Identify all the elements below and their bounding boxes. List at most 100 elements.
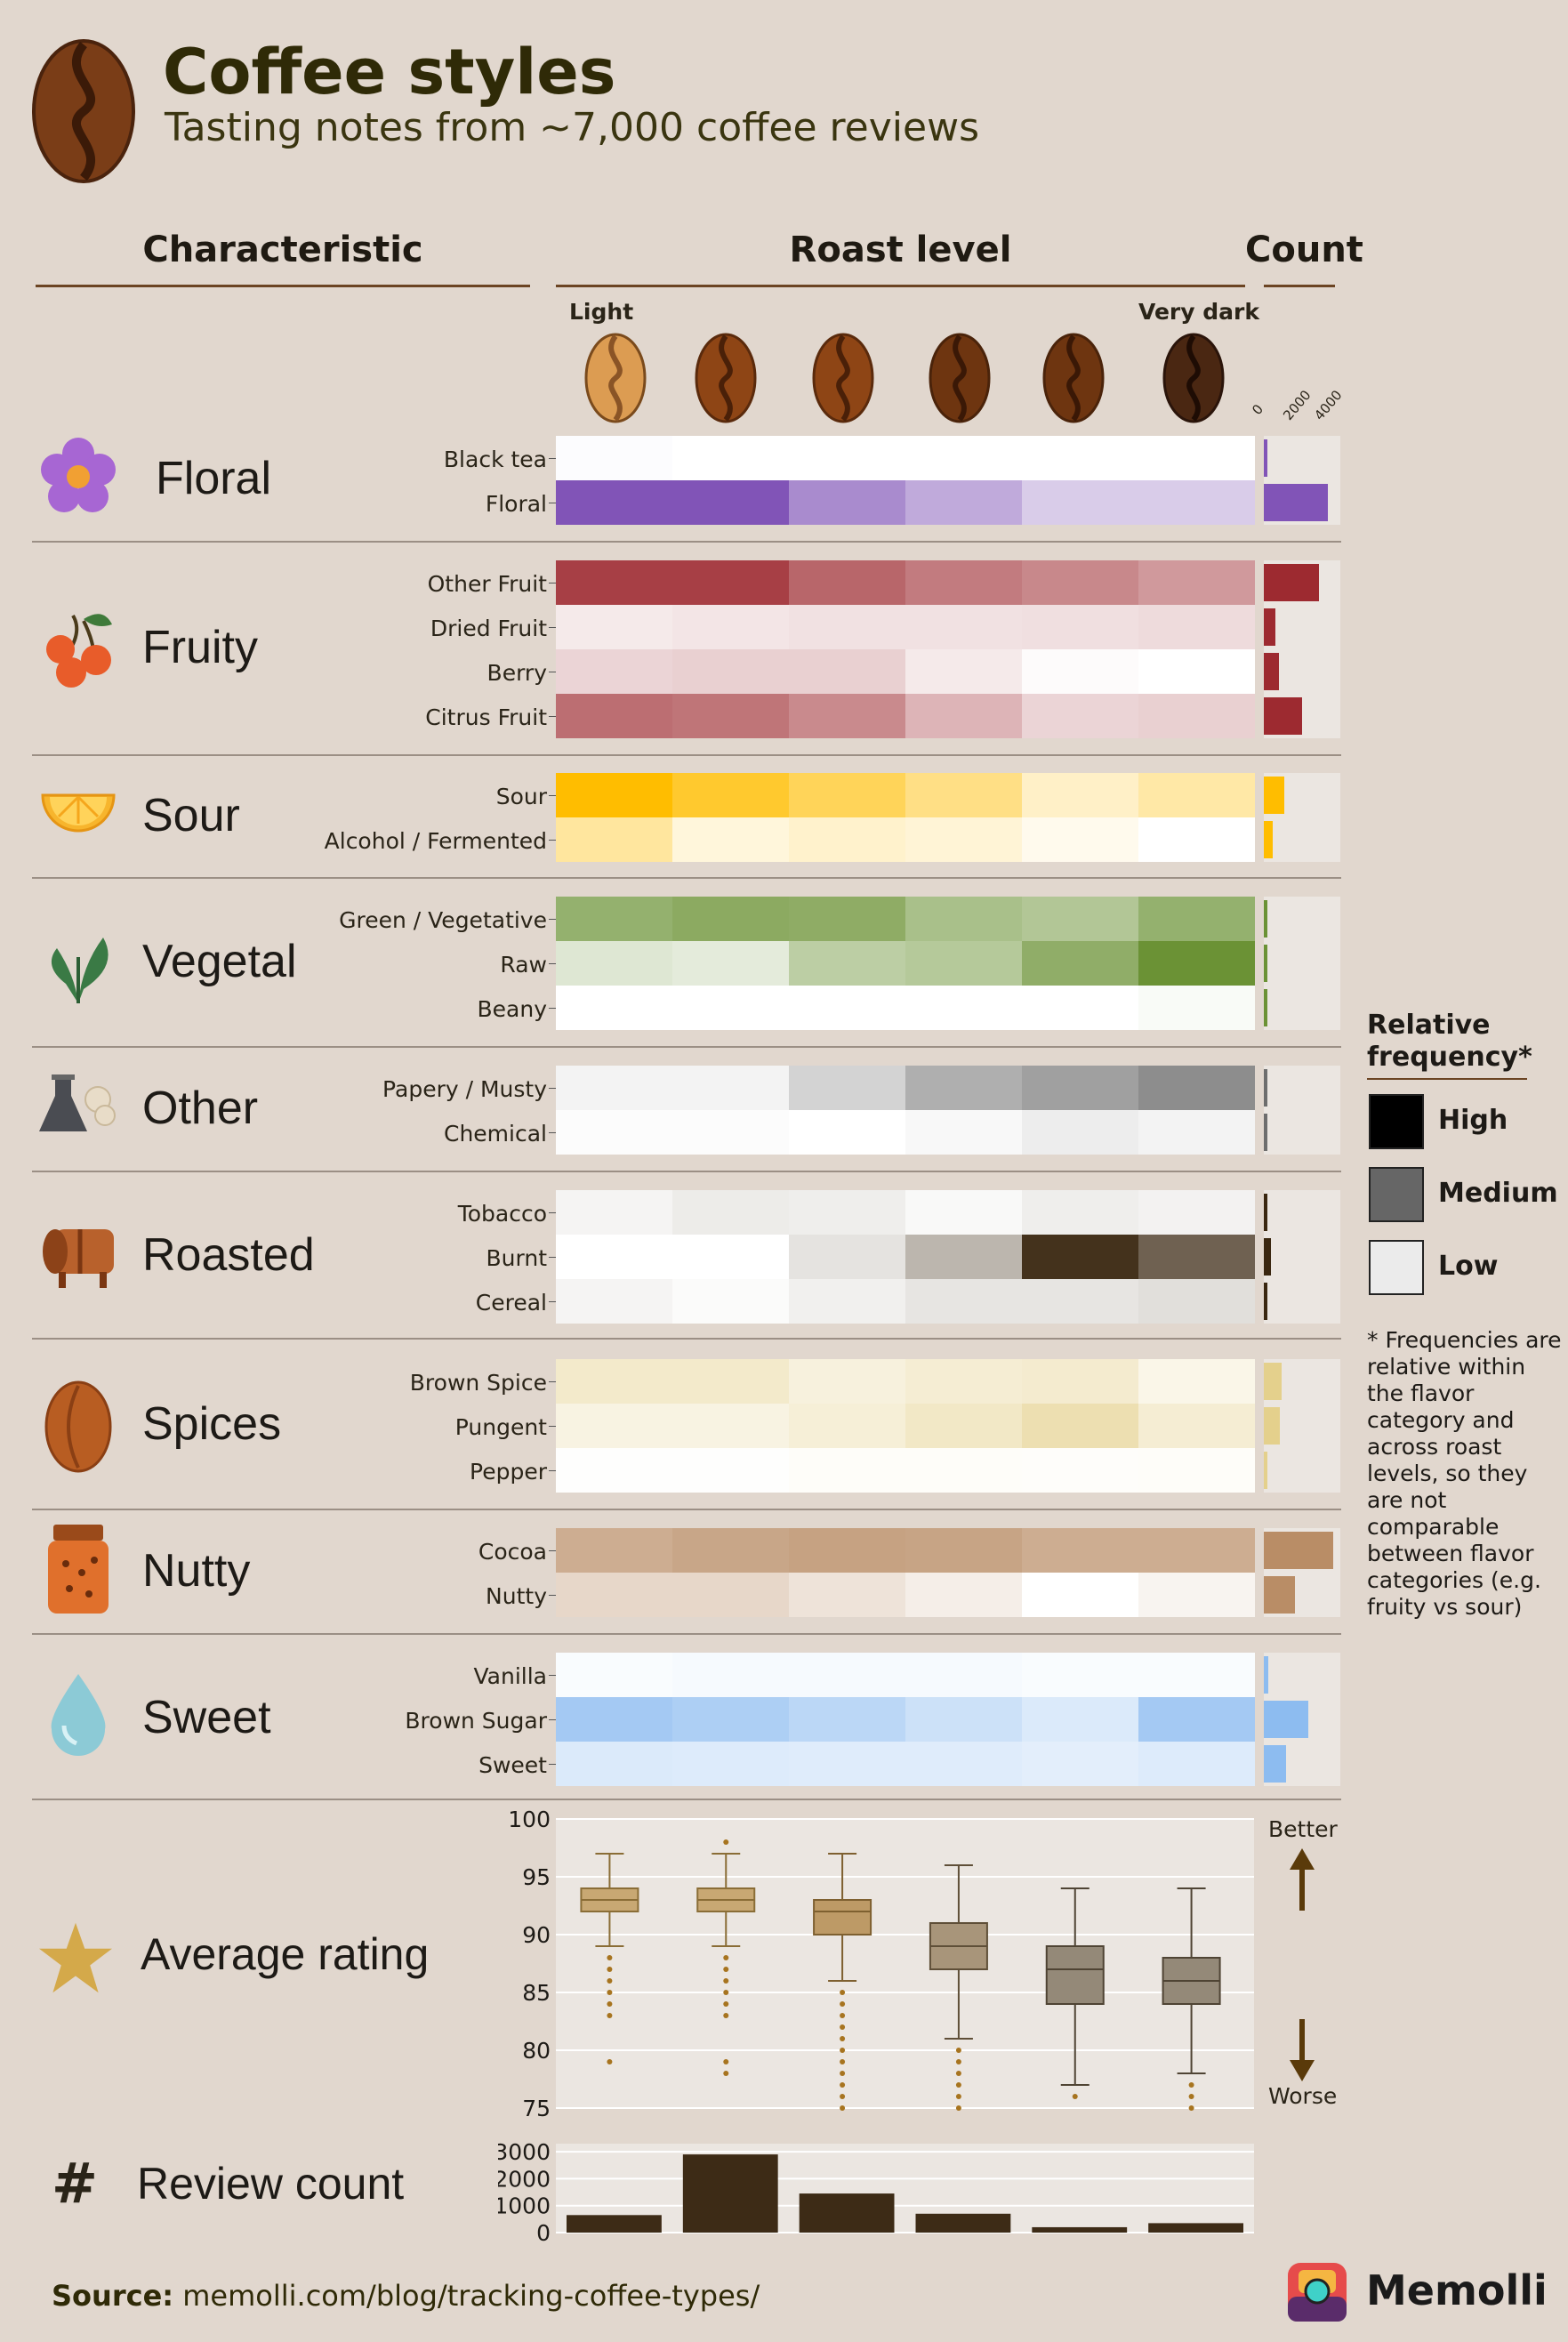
row-tick (549, 1675, 556, 1676)
outlier-point (607, 1990, 613, 1995)
category-divider (32, 1171, 1341, 1172)
heatmap-cell (1138, 1235, 1255, 1279)
heatmap-cell (789, 1742, 905, 1786)
heatmap-cell (672, 1528, 789, 1573)
heatmap-cell (556, 1653, 672, 1697)
coffee-bean-logo-icon (32, 39, 135, 183)
outlier-point (607, 2013, 613, 2018)
rating-title: Average rating (141, 1929, 430, 1979)
heatmap-cell (556, 1528, 672, 1573)
row-tick (549, 458, 556, 459)
row-label: Burnt (486, 1245, 547, 1271)
outlier-point (955, 2059, 961, 2064)
heatmap-cell (905, 1653, 1022, 1697)
bean-icon-roast-4 (929, 333, 991, 423)
bean-icon-roast-5 (1042, 333, 1105, 423)
y-tick-label: 75 (522, 2096, 551, 2117)
heatmap-cell (905, 986, 1022, 1030)
legend-label-high: High (1438, 1105, 1508, 1136)
heatmap-cell (789, 480, 905, 525)
row-tick (549, 795, 556, 796)
heatmap-cell (905, 1279, 1022, 1324)
heatmap-cell (905, 649, 1022, 694)
row-tick (549, 1764, 556, 1765)
y-tick-label: 80 (522, 2038, 551, 2064)
category-divider (32, 754, 1341, 756)
category-divider (32, 1046, 1341, 1048)
page-subtitle: Tasting notes from ~7,000 coffee reviews (165, 105, 979, 150)
outlier-point (723, 2071, 729, 2076)
heatmap-cell (1138, 986, 1255, 1030)
heatmap-cell (1022, 986, 1138, 1030)
brand-name: Memolli (1366, 2266, 1548, 2314)
count-bar (1264, 1283, 1267, 1320)
memolli-logo-icon (1288, 2263, 1347, 2322)
heatmap-cell (905, 1742, 1022, 1786)
heatmap-cell (789, 986, 905, 1030)
count-bar (1264, 1532, 1334, 1569)
review-count-bar (1032, 2226, 1128, 2233)
legend-swatch-medium (1369, 1167, 1424, 1222)
category-name: Sour (142, 790, 240, 841)
row-tick (549, 1088, 556, 1089)
better-label: Better (1268, 1816, 1338, 1842)
category-divider (32, 1509, 1341, 1510)
heatmap-cell (1138, 694, 1255, 738)
heatmap-cell (905, 1404, 1022, 1448)
category-name: Spices (142, 1398, 282, 1450)
y-tick-label: 100 (508, 1807, 551, 1832)
box (1045, 1945, 1105, 2005)
heatmap-cell (789, 773, 905, 817)
row-tick (549, 1550, 556, 1551)
box (813, 1899, 872, 1936)
roast-beans (584, 333, 1225, 423)
heatmap-cell (1022, 1110, 1138, 1155)
plot-background (556, 2144, 1254, 2233)
count-bar (1264, 945, 1267, 982)
heatmap-cell (789, 605, 905, 649)
row-label: Brown Spice (409, 1370, 547, 1396)
outlier-point (607, 1955, 613, 1960)
heatmap-cell (1138, 560, 1255, 605)
heatmap-cell (1138, 773, 1255, 817)
heatmap-cell (905, 436, 1022, 480)
outlier-point (840, 2001, 846, 2007)
heatmap-cell (905, 1528, 1022, 1573)
row-label: Cocoa (478, 1539, 547, 1565)
heatmap-cell (672, 817, 789, 862)
source-link[interactable]: memolli.com/blog/tracking-coffee-types/ (173, 2279, 760, 2313)
heatmap-cell (1022, 897, 1138, 941)
heatmap-cell (789, 1448, 905, 1493)
y-tick-label: 1000 (498, 2193, 551, 2219)
heatmap-cell (556, 986, 672, 1030)
barrel-icon (43, 1229, 114, 1288)
outlier-point (723, 1955, 729, 1960)
row-label: Green / Vegetative (339, 907, 547, 933)
heatmap-cell (672, 897, 789, 941)
heatmap-cell (1022, 817, 1138, 862)
separator-line (1255, 436, 1258, 525)
heatmap-cell (789, 649, 905, 694)
heatmap-cell (672, 1359, 789, 1404)
review-count-bar (799, 2193, 895, 2233)
heatmap-cell (905, 480, 1022, 525)
heatmap-cell (905, 1448, 1022, 1493)
category-name: Roasted (142, 1229, 315, 1281)
count-bar (1264, 1238, 1272, 1276)
heatmap-cell (1138, 1404, 1255, 1448)
heatmap-cell (789, 1697, 905, 1742)
y-tick-label: 95 (522, 1864, 551, 1890)
heatmap-cell (556, 1404, 672, 1448)
row-tick (549, 627, 556, 628)
heatmap-cell (789, 1235, 905, 1279)
outlier-point (840, 2024, 846, 2030)
outlier-point (1188, 2094, 1194, 2099)
row-tick (549, 1301, 556, 1302)
count-bar (1264, 1407, 1281, 1445)
rating-boxplot: 75 80 85 90 95 100 (508, 1807, 1254, 2117)
review-count-bar (567, 2215, 662, 2233)
heatmap-cell (1022, 560, 1138, 605)
y-tick-label: 85 (522, 1980, 551, 2006)
separator-line (1255, 560, 1258, 738)
outlier-point (723, 2059, 729, 2064)
